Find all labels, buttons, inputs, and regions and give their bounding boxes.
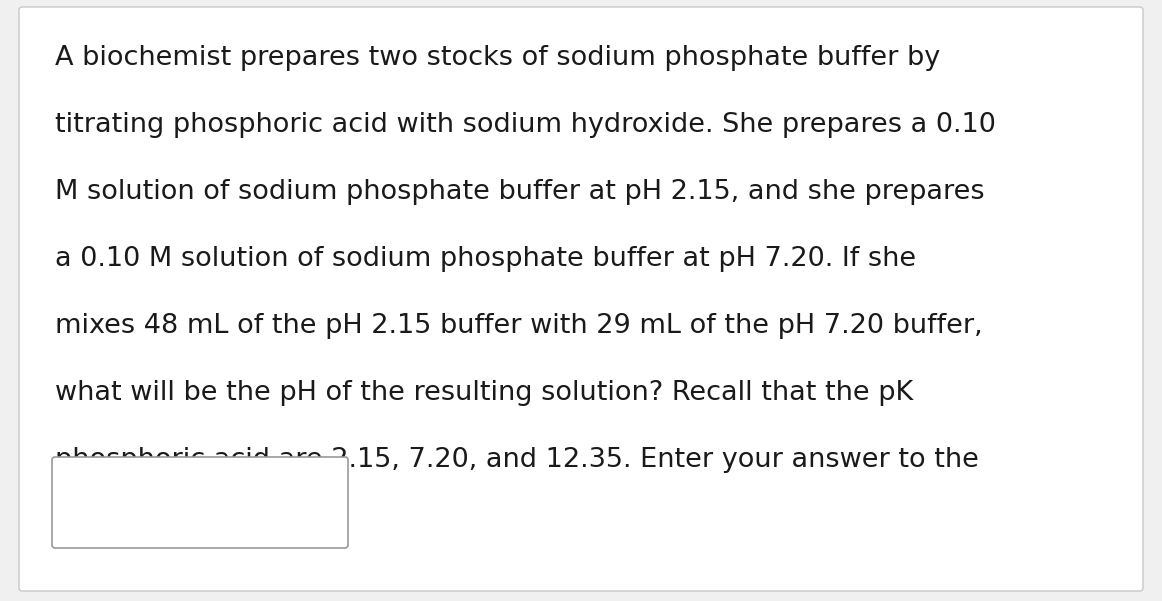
Text: nearest hundredth.: nearest hundredth. (55, 514, 316, 540)
Text: a 0.10 M solution of sodium phosphate buffer at pH 7.20. If she: a 0.10 M solution of sodium phosphate bu… (55, 246, 916, 272)
FancyBboxPatch shape (52, 457, 347, 548)
Text: phosphoric acid are 2.15, 7.20, and 12.35. Enter your answer to the: phosphoric acid are 2.15, 7.20, and 12.3… (55, 447, 978, 473)
FancyBboxPatch shape (19, 7, 1143, 591)
Text: what will be the pH of the resulting solution? Recall that the pK: what will be the pH of the resulting sol… (55, 380, 913, 406)
Text: A biochemist prepares two stocks of sodium phosphate buffer by: A biochemist prepares two stocks of sodi… (55, 45, 940, 71)
Text: mixes 48 mL of the pH 2.15 buffer with 29 mL of the pH 7.20 buffer,: mixes 48 mL of the pH 2.15 buffer with 2… (55, 313, 983, 339)
Text: titrating phosphoric acid with sodium hydroxide. She prepares a 0.10: titrating phosphoric acid with sodium hy… (55, 112, 996, 138)
Text: M solution of sodium phosphate buffer at pH 2.15, and she prepares: M solution of sodium phosphate buffer at… (55, 179, 984, 205)
